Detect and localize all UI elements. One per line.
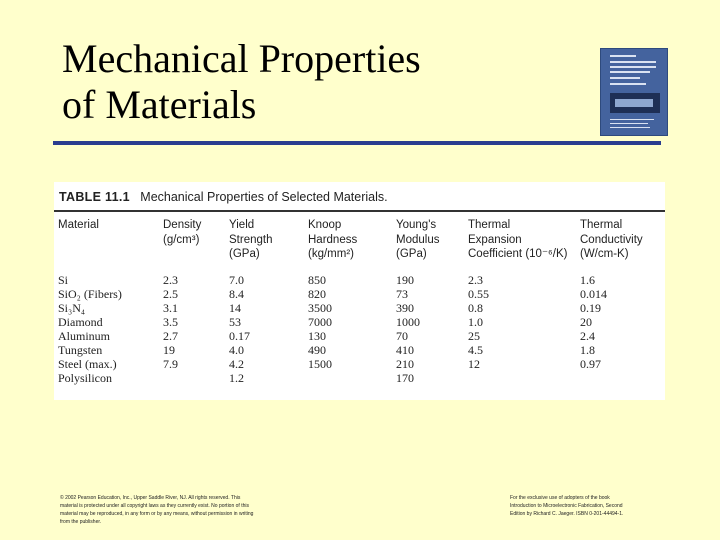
table-number: TABLE 11.1 [59, 190, 130, 204]
properties-table: TABLE 11.1 Mechanical Properties of Sele… [54, 182, 665, 400]
slide-title-line-2: of Materials [62, 82, 257, 127]
slide-title: Mechanical Properties of Materials [62, 36, 421, 128]
table-row: Steel (max.) 7.9 4.2 1500 210 12 0.97 [58, 357, 601, 371]
header-thermal-expansion: Thermal Expansion Coefficient (10⁻⁶/K) [468, 219, 568, 260]
slide-title-line-1: Mechanical Properties [62, 36, 421, 81]
table-row: SiO₂ (Fibers) 2.5 8.4 820 73 0.55 0.014 [58, 287, 607, 301]
header-knoop-hardness: Knoop Hardness (kg/mm²) [308, 219, 358, 260]
caption-divider [54, 210, 665, 212]
table-row: Si₃N₄ 3.1 14 3500 390 0.8 0.19 [58, 301, 601, 315]
table-row: Si 2.3 7.0 850 190 2.3 1.6 [58, 273, 595, 287]
table-caption-text: Mechanical Properties of Selected Materi… [140, 190, 388, 204]
header-material: Material [58, 219, 99, 231]
table-row: Diamond 3.5 53 7000 1000 1.0 20 [58, 315, 592, 329]
table-row: Polysilicon 1.2 170 [58, 371, 414, 385]
header-thermal-conductivity: Thermal Conductivity (W/cm-K) [580, 219, 643, 260]
header-yield-strength: Yield Strength (GPa) [229, 219, 273, 260]
header-density: Density (g/cm³) [163, 219, 202, 246]
adopters-notice: For the exclusive use of adopters of the… [510, 495, 624, 517]
title-divider [53, 141, 661, 145]
table-row: Aluminum 2.7 0.17 130 70 25 2.4 [58, 329, 595, 343]
book-cover-icon [600, 48, 668, 136]
copyright-notice: © 2002 Pearson Education, Inc., Upper Sa… [60, 495, 254, 525]
header-youngs-modulus: Young's Modulus (GPa) [396, 219, 440, 260]
table-row: Tungsten 19 4.0 490 410 4.5 1.8 [58, 343, 595, 357]
table-caption: TABLE 11.1 Mechanical Properties of Sele… [59, 190, 388, 204]
